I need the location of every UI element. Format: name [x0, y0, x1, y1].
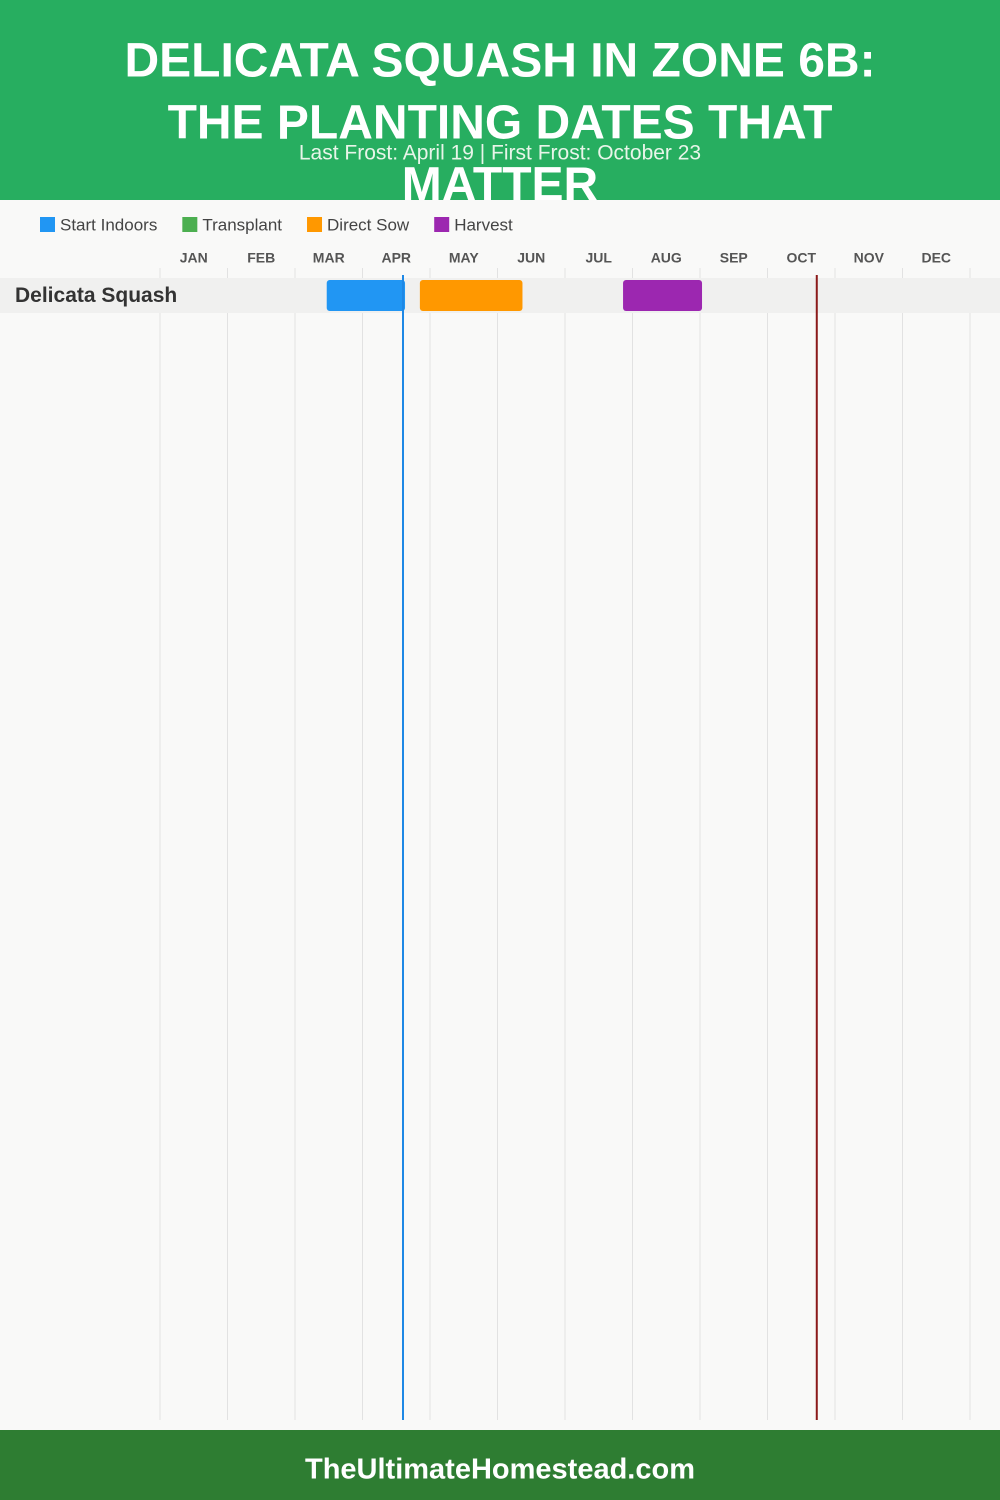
row-label: Delicata Squash	[15, 284, 177, 307]
chart-title: MATTER	[402, 159, 598, 212]
footer-text: TheUltimateHomestead.com	[305, 1454, 695, 1486]
title-group: DELICATA SQUASH IN ZONE 6B: THE PLANTING …	[124, 35, 875, 212]
month-label: NOV	[854, 250, 885, 266]
header	[0, 0, 1000, 200]
legend-swatch	[182, 217, 198, 232]
bar	[623, 280, 703, 311]
legend-swatch	[307, 217, 323, 232]
month-label: AUG	[651, 250, 682, 266]
month-label: DEC	[921, 250, 951, 266]
bar	[326, 280, 406, 311]
month-label: APR	[381, 250, 411, 266]
month-label: OCT	[786, 250, 816, 266]
legend-label: Harvest	[454, 215, 513, 234]
legend-label: Start Indoors	[60, 215, 157, 234]
legend-label: Direct Sow	[327, 215, 410, 234]
legend-label: Transplant	[202, 215, 282, 234]
month-label: JAN	[180, 250, 208, 266]
month-label: SEP	[720, 250, 748, 266]
subtitle: Last Frost: April 19 | First Frost: Octo…	[299, 142, 701, 165]
month-label: MAR	[313, 250, 345, 266]
month-label: FEB	[247, 250, 275, 266]
month-label: MAY	[449, 250, 479, 266]
legend-swatch	[434, 217, 450, 232]
month-label: JUL	[586, 250, 613, 266]
legend-swatch	[40, 217, 55, 232]
month-label: JUN	[517, 250, 545, 266]
chart-title: THE PLANTING DATES THAT	[168, 97, 833, 150]
bar	[419, 280, 523, 311]
footer	[0, 1430, 1000, 1500]
chart-title: DELICATA SQUASH IN ZONE 6B:	[124, 35, 875, 88]
